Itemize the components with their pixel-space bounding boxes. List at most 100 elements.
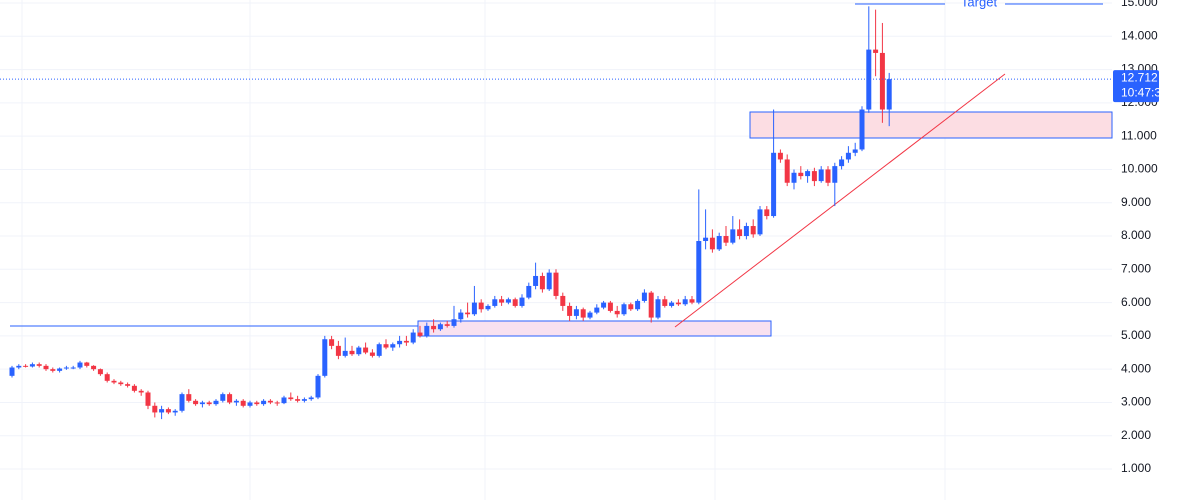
candle-body <box>329 339 335 346</box>
candle-body <box>512 299 518 306</box>
candle-body <box>560 295 566 306</box>
candle-body <box>63 367 69 369</box>
price-axis: 1.000 2.000 3.000 4.000 5.000 6.000 7.000 8.000… <box>1113 0 1168 475</box>
candle-body <box>682 299 688 305</box>
candles <box>0 6 1112 420</box>
candle-body <box>145 392 151 406</box>
candle-body <box>852 149 858 153</box>
candle-body <box>743 226 749 237</box>
price-label-box <box>1113 70 1159 103</box>
candle-body <box>580 309 586 318</box>
candle-body <box>818 169 824 182</box>
candle-body <box>519 297 525 306</box>
candle-body <box>397 340 403 345</box>
candle-body <box>274 402 280 404</box>
candle-body <box>539 275 545 290</box>
drawings: Target <box>10 0 1113 337</box>
candle-body <box>703 237 709 242</box>
candle-body <box>628 304 634 310</box>
y-tick-label: 5.000 <box>1121 328 1151 342</box>
candle-body <box>696 241 702 303</box>
candle-body <box>261 400 267 405</box>
candle-body <box>179 394 185 411</box>
candle-body <box>267 400 273 403</box>
candle-body <box>859 109 865 150</box>
candle-body <box>254 402 260 405</box>
candle-body <box>499 299 505 303</box>
candle-body <box>798 172 804 177</box>
candle-body <box>750 226 756 235</box>
time-grid <box>21 0 946 500</box>
candle-body <box>784 159 790 183</box>
candle-body <box>376 344 382 356</box>
candle-body <box>451 319 457 326</box>
candle-body <box>614 310 620 315</box>
candle-body <box>811 171 817 182</box>
candle-body <box>206 402 212 405</box>
y-tick-label: 4.000 <box>1121 361 1151 375</box>
candle-body <box>533 275 539 286</box>
candle-body <box>111 380 117 383</box>
candle-body <box>478 302 484 310</box>
candle-body <box>866 49 872 110</box>
candle-body <box>573 309 579 316</box>
y-tick-label: 7.000 <box>1121 261 1151 275</box>
candle-body <box>805 171 811 177</box>
candle-body <box>607 302 613 311</box>
trend-line <box>674 73 1006 328</box>
candle-body <box>675 302 681 305</box>
candle-body <box>335 345 341 356</box>
y-tick-label: 14.000 <box>1121 28 1158 42</box>
candle-body <box>825 169 831 183</box>
candle-body <box>431 325 437 330</box>
candle-body <box>641 292 647 301</box>
y-tick-label: 11.000 <box>1121 128 1157 142</box>
candle-body <box>689 299 695 303</box>
candle-body <box>118 382 124 385</box>
candle-body <box>771 152 777 217</box>
candle-body <box>186 394 192 401</box>
target-label: Target <box>961 0 998 9</box>
candle-body <box>567 305 573 316</box>
candle-body <box>36 364 42 366</box>
candle-body <box>526 285 532 298</box>
candle-body <box>655 299 661 318</box>
candle-body <box>84 362 90 366</box>
candle-body <box>152 405 158 413</box>
candle-body <box>662 299 668 306</box>
candle-body <box>587 312 593 318</box>
y-tick-label: 15.000 <box>1121 0 1158 9</box>
candle-body <box>295 399 301 401</box>
candle-body <box>621 304 627 315</box>
candle-body <box>730 229 736 243</box>
candle-body <box>465 312 471 315</box>
candle-body <box>97 369 103 375</box>
candle-body <box>403 340 409 343</box>
candle-body <box>281 397 287 404</box>
candle-body <box>104 374 110 381</box>
candle-body <box>777 152 783 160</box>
candle-body <box>29 364 35 367</box>
candle-body <box>240 400 246 406</box>
candle-body <box>172 410 178 413</box>
candle-body <box>159 409 165 413</box>
candle-body <box>492 299 498 306</box>
candle-body <box>390 344 396 348</box>
y-tick-label: 2.000 <box>1121 428 1151 442</box>
zone <box>417 320 772 337</box>
candle-body <box>669 302 675 306</box>
candle-body <box>349 350 355 355</box>
candle-body <box>23 365 29 367</box>
candle-body <box>601 302 607 308</box>
candle-body <box>43 365 49 370</box>
price-grid <box>0 2 1112 470</box>
countdown: 10:47:34 <box>1121 85 1168 99</box>
candle-body <box>50 369 56 371</box>
candle-body <box>594 307 600 313</box>
candle-body <box>505 299 511 303</box>
candle-body <box>458 312 464 320</box>
candle-body <box>315 375 321 398</box>
candle-body <box>764 209 770 217</box>
candle-body <box>757 209 763 235</box>
